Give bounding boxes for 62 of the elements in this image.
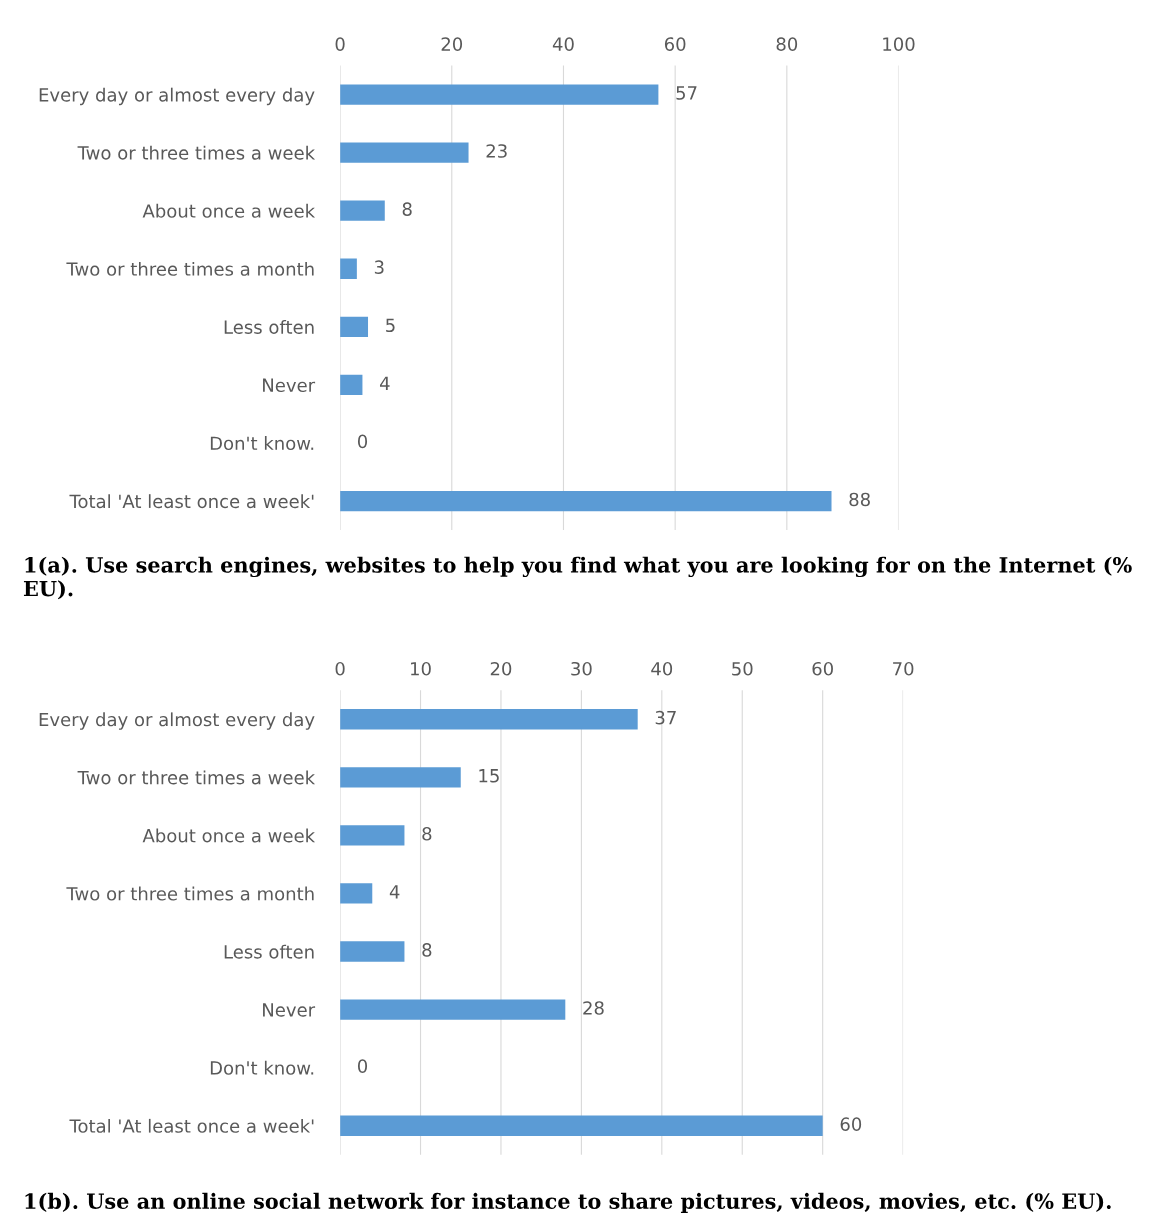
bar: [340, 84, 659, 105]
y-tick-label: Every day or almost every day: [39, 87, 315, 106]
bar: [340, 999, 566, 1020]
x-tick-label: 20: [490, 661, 512, 676]
y-tick-label: Two or three times a week: [77, 145, 316, 160]
x-tick-label: 40: [552, 37, 574, 51]
y-tick-label: Don't know.: [210, 1060, 314, 1075]
data-label: 15: [479, 769, 499, 783]
x-tick-label: 0: [335, 661, 345, 676]
data-label: 8: [422, 826, 432, 841]
data-label: 4: [379, 376, 390, 390]
y-tick-label: Two or three times a month: [66, 261, 314, 276]
x-tick-label: 80: [776, 37, 798, 51]
data-label: 28: [583, 1001, 604, 1015]
bar: [340, 1115, 823, 1136]
x-tick-label: 60: [664, 37, 686, 51]
x-tick-label: 0: [335, 37, 345, 51]
x-tick-label: 10: [411, 661, 431, 676]
data-label: 3: [374, 260, 384, 274]
y-tick-label: Two or three times a month: [66, 886, 314, 901]
data-label: 0: [357, 1059, 368, 1073]
bar: [340, 490, 832, 512]
data-label: 60: [840, 1117, 862, 1131]
data-label: 4: [389, 885, 400, 899]
y-tick-label: Two or three times a week: [77, 770, 316, 785]
x-tick-label: 50: [732, 661, 753, 676]
x-tick-label: 60: [812, 661, 833, 676]
bar: [340, 709, 638, 730]
x-tick-label: 40: [651, 661, 673, 676]
bar: [340, 374, 363, 396]
y-tick-label: Don't know.: [210, 436, 314, 451]
data-label: 23: [486, 144, 507, 158]
bar: [340, 258, 357, 279]
data-label: 57: [676, 86, 697, 100]
data-label: 88: [849, 492, 870, 507]
data-label: 8: [422, 943, 432, 957]
y-tick-label: Never: [263, 1003, 316, 1017]
bar: [340, 200, 385, 221]
bar: [340, 825, 405, 846]
y-tick-label: Total 'At least once a week': [69, 1118, 314, 1133]
text: 1(a). Use search engines, websites to help you find what you are looking for on the Internet (% EU).: [23, 556, 1132, 600]
y-tick-label: Less often: [224, 319, 314, 334]
x-tick-label: 70: [893, 661, 914, 676]
y-tick-label: About once a week: [142, 203, 316, 218]
data-label: 37: [655, 710, 676, 725]
y-tick-label: Less often: [224, 944, 314, 959]
y-tick-label: Total 'At least once a week': [69, 494, 314, 509]
bar: [340, 316, 369, 337]
bar: [340, 142, 469, 163]
bar: [340, 767, 461, 788]
bar: [340, 941, 405, 962]
y-tick-label: About once a week: [142, 828, 316, 843]
data-label: 5: [386, 318, 395, 333]
x-tick-label: 100: [883, 37, 915, 51]
text: 1(b). Use an online social network for instance to share pictures, videos, movies, etc. (% EU).: [25, 1192, 1111, 1213]
x-tick-label: 20: [441, 37, 463, 51]
data-label: 0: [357, 434, 368, 449]
y-tick-label: Every day or almost every day: [39, 712, 315, 730]
data-label: 8: [402, 202, 412, 216]
x-tick-label: 30: [571, 661, 592, 676]
y-tick-label: Never: [263, 378, 316, 393]
bar: [340, 883, 373, 904]
